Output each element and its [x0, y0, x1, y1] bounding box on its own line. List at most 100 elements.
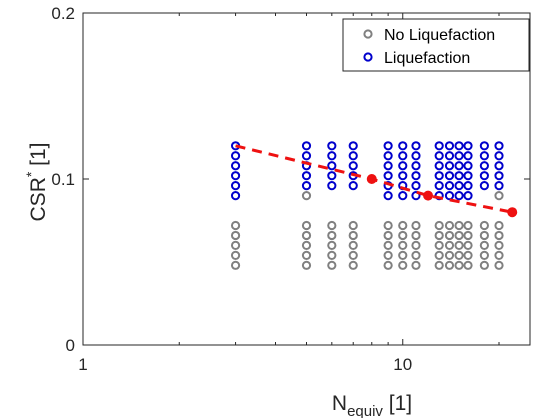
data-point: [301, 141, 312, 151]
legend-marker-liquefaction: [363, 52, 373, 62]
data-point: [444, 171, 455, 181]
data-point: [411, 220, 421, 231]
y-tick-label: 0.1: [51, 170, 75, 189]
data-point: [327, 240, 337, 250]
data-point: [383, 260, 393, 270]
data-point: [383, 141, 393, 151]
data-point: [383, 230, 393, 241]
data-point: [479, 260, 489, 270]
trend-marker: [423, 190, 434, 201]
x-axis-label-main: N: [332, 392, 347, 415]
data-point: [230, 230, 241, 241]
data-point: [463, 191, 473, 201]
data-point: [383, 250, 393, 260]
trend-marker: [507, 207, 518, 218]
series-layer: [230, 141, 504, 270]
y-tick-label: 0: [66, 336, 75, 355]
data-point: [444, 141, 455, 151]
data-point: [301, 151, 312, 161]
data-point: [398, 220, 408, 231]
trend-line: [235, 144, 513, 214]
data-point: [348, 230, 358, 241]
data-point: [479, 181, 489, 191]
data-point: [463, 141, 473, 151]
data-point: [454, 230, 464, 241]
data-point: [434, 230, 444, 241]
data-point: [398, 171, 408, 181]
data-point: [230, 220, 241, 231]
data-point: [454, 141, 464, 151]
data-point: [434, 250, 444, 260]
data-point: [434, 151, 444, 161]
x-axis-label-unit: [1]: [383, 392, 412, 415]
data-point: [398, 191, 408, 201]
data-point: [444, 161, 455, 171]
data-point: [454, 240, 464, 250]
data-point: [301, 230, 312, 241]
data-point: [494, 220, 504, 231]
data-point: [463, 181, 473, 191]
data-point: [327, 181, 337, 191]
data-point: [434, 171, 444, 181]
data-point: [348, 181, 358, 191]
data-point: [494, 250, 504, 260]
data-point: [301, 171, 312, 181]
data-point: [398, 250, 408, 260]
y-axis-label-main: CSR: [27, 177, 50, 221]
y-axis-label: CSR* [1]: [23, 143, 50, 222]
data-point: [444, 191, 455, 201]
data-point: [230, 161, 241, 171]
data-point: [398, 141, 408, 151]
data-point: [383, 220, 393, 231]
data-point: [348, 151, 358, 161]
data-point: [411, 161, 421, 171]
data-point: [494, 151, 504, 161]
data-point: [383, 191, 393, 201]
y-tick-label: 0.2: [51, 4, 75, 23]
data-point: [434, 260, 444, 270]
data-point: [411, 171, 421, 181]
data-point: [383, 240, 393, 250]
data-point: [494, 161, 504, 171]
data-point: [434, 161, 444, 171]
data-point: [454, 191, 464, 201]
data-point: [348, 141, 358, 151]
data-point: [434, 220, 444, 231]
data-point: [327, 220, 337, 231]
data-point: [444, 250, 455, 260]
data-point: [301, 250, 312, 260]
data-point: [434, 181, 444, 191]
data-point: [479, 230, 489, 241]
data-point: [327, 161, 337, 171]
data-point: [411, 230, 421, 241]
data-point: [479, 151, 489, 161]
data-point: [301, 181, 312, 191]
plot-area: [82, 12, 531, 346]
series-no-liquefaction: [230, 191, 504, 270]
data-point: [411, 191, 421, 201]
data-point: [454, 171, 464, 181]
data-point: [230, 191, 241, 201]
data-point: [327, 141, 337, 151]
data-point: [444, 230, 455, 241]
data-point: [444, 240, 455, 250]
data-point: [463, 250, 473, 260]
x-tick-label: 10: [393, 355, 412, 374]
data-point: [348, 260, 358, 270]
data-point: [454, 220, 464, 231]
data-point: [494, 240, 504, 250]
data-point: [454, 161, 464, 171]
data-point: [327, 250, 337, 260]
legend: No Liquefaction Liquefaction: [342, 18, 530, 72]
data-point: [327, 151, 337, 161]
data-point: [327, 171, 337, 181]
data-point: [398, 151, 408, 161]
data-point: [494, 141, 504, 151]
data-point: [463, 161, 473, 171]
data-point: [454, 260, 464, 270]
data-point: [463, 230, 473, 241]
data-point: [454, 181, 464, 191]
data-point: [230, 181, 241, 191]
x-tick-label: 1: [78, 355, 87, 374]
data-point: [434, 240, 444, 250]
